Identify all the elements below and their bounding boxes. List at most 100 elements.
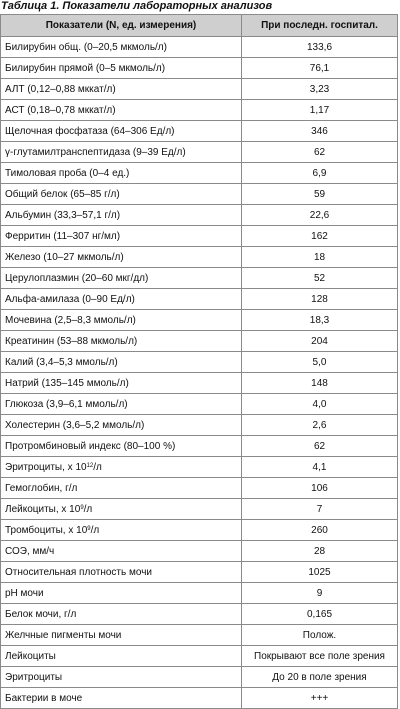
value-cell: 204 [241,330,398,352]
indicator-exponent: 12 [86,462,94,469]
value-cell: 133,6 [241,36,398,58]
indicator-label: Относительная плотность мочи [5,566,152,578]
indicator-label: Лейкоциты, х 10 [5,503,81,515]
table-row: Желчные пигменты мочи Полож. [0,624,398,646]
indicator-label: Гемоглобин, г/л [5,482,78,494]
value-cell: 1,17 [241,99,398,121]
indicator-cell: Лейкоциты, х 109/л [0,498,242,520]
table-row: АЛТ (0,12–0,88 мккат/л) 3,23 [0,78,398,100]
indicator-cell: Белок мочи, г/л [0,603,242,625]
indicator-cell: Желчные пигменты мочи [0,624,242,646]
indicator-cell: Билирубин прямой (0–5 мкмоль/л) [0,57,242,79]
indicator-cell: Относительная плотность мочи [0,561,242,583]
value-cell: 4,1 [241,456,398,478]
value-cell: 162 [241,225,398,247]
value-cell: 128 [241,288,398,310]
table-row: Железо (10–27 мкмоль/л) 18 [0,246,398,268]
value-cell: 62 [241,435,398,457]
value-cell: 5,0 [241,351,398,373]
indicator-label: Билирубин общ. (0–20,5 мкмоль/л) [5,41,167,53]
table-row: Калий (3,4–5,3 ммоль/л) 5,0 [0,351,398,373]
value-cell: 59 [241,183,398,205]
table-row: Церулоплазмин (20–60 мкг/дл) 52 [0,267,398,289]
indicator-unit: /л [83,503,93,515]
indicator-cell: Лейкоциты [0,645,242,667]
indicator-cell: Общий белок (65–85 г/л) [0,183,242,205]
indicator-exponent: 9 [87,525,91,532]
indicator-label: Бактерии в моче [5,692,83,704]
indicator-cell: Гемоглобин, г/л [0,477,242,499]
value-cell: 52 [241,267,398,289]
table-row: Креатинин (53–88 мкмоль/л) 204 [0,330,398,352]
value-cell: 148 [241,372,398,394]
value-cell: Покрывают все поле зрения [241,645,398,667]
value-cell: 4,0 [241,393,398,415]
indicator-cell: Железо (10–27 мкмоль/л) [0,246,242,268]
table-row: Тимоловая проба (0–4 ед.) 6,9 [0,162,398,184]
indicator-label: Креатинин (53–88 мкмоль/л) [5,335,138,347]
table-row: Альбумин (33,3–57,1 г/л) 22,6 [0,204,398,226]
value-cell: 18 [241,246,398,268]
indicator-cell: Калий (3,4–5,3 ммоль/л) [0,351,242,373]
indicator-label: АЛТ (0,12–0,88 мккат/л) [5,83,116,95]
table-row: Мочевина (2,5–8,3 ммоль/л) 18,3 [0,309,398,331]
table-row: Ферритин (11–307 нг/мл) 162 [0,225,398,247]
indicator-cell: Глюкоза (3,9–6,1 ммоль/л) [0,393,242,415]
table-row: Эритроциты До 20 в поле зрения [0,666,398,688]
value-cell: До 20 в поле зрения [241,666,398,688]
indicator-label: Ферритин (11–307 нг/мл) [5,230,121,242]
table-row: Холестерин (3,6–5,2 ммоль/л) 2,6 [0,414,398,436]
indicator-cell: рН мочи [0,582,242,604]
table-row: Белок мочи, г/л 0,165 [0,603,398,625]
table-row: Щелочная фосфатаза (64–306 Ед/л) 346 [0,120,398,142]
value-cell: 9 [241,582,398,604]
indicator-label: Калий (3,4–5,3 ммоль/л) [5,356,118,368]
value-cell: 7 [241,498,398,520]
value-cell: 6,9 [241,162,398,184]
table-row: АСТ (0,18–0,78 мккат/л) 1,17 [0,99,398,121]
indicator-cell: Эритроциты [0,666,242,688]
indicator-cell: Протромбиновый индекс (80–100 %) [0,435,242,457]
table-row: СОЭ, мм/ч 28 [0,540,398,562]
indicator-label: Щелочная фосфатаза (64–306 Ед/л) [5,125,175,137]
indicator-label: Тимоловая проба (0–4 ед.) [5,167,130,179]
table-row: Глюкоза (3,9–6,1 ммоль/л) 4,0 [0,393,398,415]
indicator-cell: Церулоплазмин (20–60 мкг/дл) [0,267,242,289]
value-cell: 0,165 [241,603,398,625]
header-value: При последн. госпитал. [241,14,398,37]
value-cell: 106 [241,477,398,499]
indicator-cell: Тимоловая проба (0–4 ед.) [0,162,242,184]
value-cell: 1025 [241,561,398,583]
table-row: Билирубин общ. (0–20,5 мкмоль/л) 133,6 [0,36,398,58]
indicator-cell: Ферритин (11–307 нг/мл) [0,225,242,247]
indicator-cell: Мочевина (2,5–8,3 ммоль/л) [0,309,242,331]
table-row: Относительная плотность мочи 1025 [0,561,398,583]
indicator-label: Протромбиновый индекс (80–100 %) [5,440,176,452]
indicator-label: рН мочи [5,587,44,599]
indicator-cell: Тромбоциты, х 109/л [0,519,242,541]
indicator-label: Альбумин (33,3–57,1 г/л) [5,209,121,221]
table-row: Билирубин прямой (0–5 мкмоль/л) 76,1 [0,57,398,79]
indicator-label: Общий белок (65–85 г/л) [5,188,120,200]
table-row: Эритроциты, х 1012/л 4,1 [0,456,398,478]
indicator-label: Билирубин прямой (0–5 мкмоль/л) [5,62,166,74]
indicator-cell: Щелочная фосфатаза (64–306 Ед/л) [0,120,242,142]
value-cell: 18,3 [241,309,398,331]
indicator-cell: γ-глутамилтранспептидаза (9–39 Ед/л) [0,141,242,163]
indicator-label: Лейкоциты [5,650,56,662]
value-cell: 76,1 [241,57,398,79]
indicator-cell: Билирубин общ. (0–20,5 мкмоль/л) [0,36,242,58]
value-cell: 260 [241,519,398,541]
table-row: Тромбоциты, х 109/л 260 [0,519,398,541]
indicator-cell: Креатинин (53–88 мкмоль/л) [0,330,242,352]
indicator-label: Глюкоза (3,9–6,1 ммоль/л) [5,398,128,410]
table-row: Бактерии в моче +++ [0,687,398,709]
indicator-cell: Натрий (135–145 ммоль/л) [0,372,242,394]
indicator-cell: Альбумин (33,3–57,1 г/л) [0,204,242,226]
indicator-cell: Эритроциты, х 1012/л [0,456,242,478]
indicator-cell: СОЭ, мм/ч [0,540,242,562]
indicator-label: Тромбоциты, х 10 [5,524,88,536]
table-body: Билирубин общ. (0–20,5 мкмоль/л) 133,6 Бил… [0,36,398,709]
table-row: Общий белок (65–85 г/л) 59 [0,183,398,205]
indicator-label: Белок мочи, г/л [5,608,77,620]
